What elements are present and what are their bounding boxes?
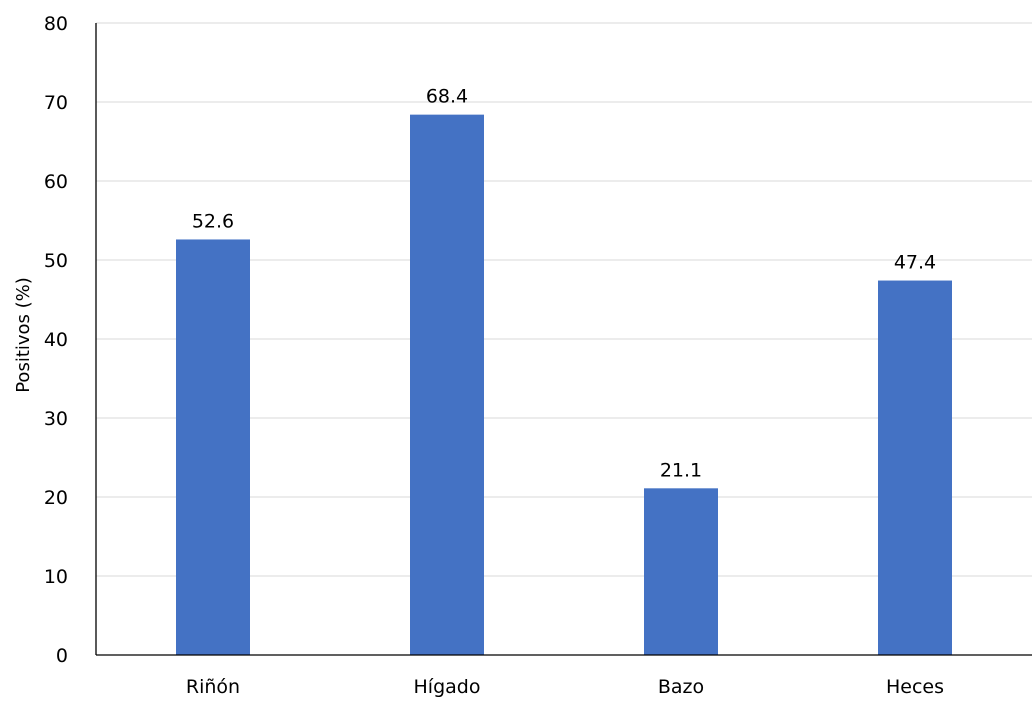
- data-label: 21.1: [660, 459, 702, 481]
- y-tick-label: 0: [56, 645, 68, 667]
- bar-0: [176, 239, 250, 655]
- x-tick-label: Bazo: [658, 676, 704, 698]
- y-tick-label: 50: [44, 250, 68, 272]
- data-label: 52.6: [192, 210, 234, 232]
- x-tick-label: Hígado: [414, 676, 481, 698]
- y-tick-label: 30: [44, 408, 68, 430]
- bar-2: [644, 488, 718, 655]
- x-tick-label: Heces: [886, 676, 944, 698]
- gridlines: [96, 22, 1032, 577]
- axes: [95, 23, 1032, 656]
- y-tick-label: 80: [44, 13, 68, 35]
- y-tick-label: 70: [44, 92, 68, 114]
- y-axis-title: Positivos (%): [13, 277, 34, 393]
- data-label: 47.4: [894, 252, 936, 274]
- x-tick-label: Riñón: [186, 676, 240, 698]
- bars: [176, 114, 952, 655]
- bar-1: [410, 114, 484, 655]
- y-tick-label: 10: [44, 566, 68, 588]
- data-label: 68.4: [426, 86, 468, 108]
- y-tick-label: 60: [44, 171, 68, 193]
- y-tick-label: 20: [44, 487, 68, 509]
- labels: 0 10 20 30 40 50 60 70 80 52.6 Riñón 68.4 Hígado 21.1…: [44, 13, 944, 698]
- bar-3: [878, 280, 952, 655]
- y-tick-label: 40: [44, 329, 68, 351]
